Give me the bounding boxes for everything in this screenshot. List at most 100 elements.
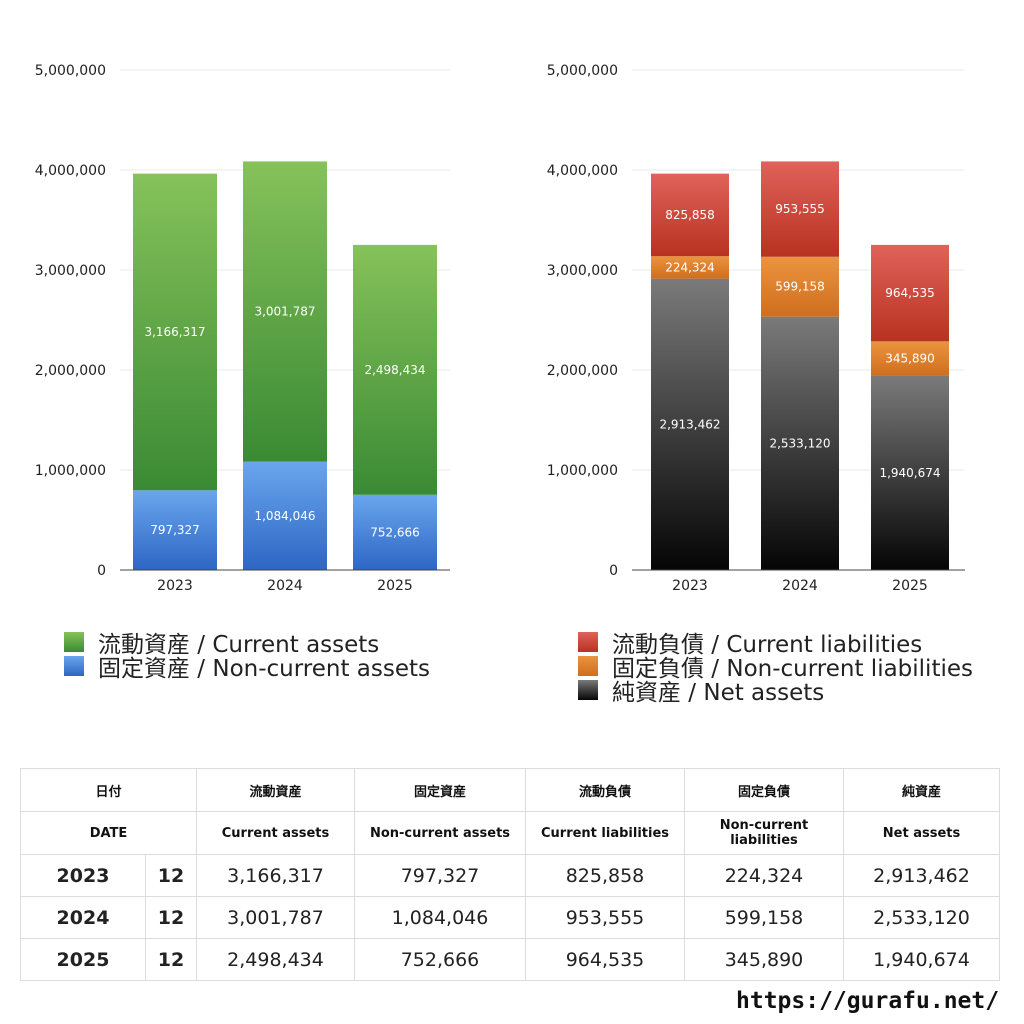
legend-label: 固定負債 / Non-current liabilities	[612, 656, 973, 682]
y-tick-label: 0	[609, 563, 618, 579]
table-row: 2024 12 3,001,787 1,084,046 953,555 599,…	[20, 896, 1000, 939]
bar-2023-current-liabilities	[651, 173, 729, 257]
header-current-liabilities-en: Current liabilities	[525, 811, 685, 855]
legend-item: 流動負債 / Current liabilities	[578, 630, 973, 658]
header-noncurrent-assets-en: Non-current assets	[354, 811, 526, 855]
cell-current-liabilities: 953,555	[525, 896, 685, 939]
legend-item: 固定負債 / Non-current liabilities	[578, 654, 973, 682]
table-header-jp: 日付 流動資産 固定資産 流動負債 固定負債 純資産	[20, 768, 1000, 812]
x-tick-label: 2025	[377, 578, 413, 594]
bar-2023-non-current-liabilities	[651, 256, 729, 279]
data-label: 3,001,787	[254, 305, 315, 319]
data-label: 953,555	[775, 202, 825, 216]
data-label: 2,533,120	[769, 436, 830, 450]
row-year: 2025	[20, 938, 146, 981]
cell-noncurrent-assets: 1,084,046	[354, 896, 526, 939]
legend-label: 純資産 / Net assets	[612, 680, 825, 706]
bar-2025-non-current-liabilities	[871, 341, 949, 376]
assets-chart: 0 1,000,000 2,000,000 3,000,000 4,000,000 5,0…	[35, 63, 450, 594]
data-label: 1,940,674	[879, 466, 940, 480]
bar-2024-current-assets	[243, 161, 327, 462]
data-label: 2,913,462	[659, 417, 720, 431]
row-year: 2024	[20, 896, 146, 939]
bar-2025-current-assets	[353, 244, 437, 495]
header-current-liabilities-jp: 流動負債	[525, 768, 685, 812]
legend-swatch	[578, 680, 598, 700]
header-noncurrent-liabilities-jp: 固定負債	[684, 768, 844, 812]
header-date-jp: 日付	[20, 768, 197, 812]
table-header-en: DATE Current assets Non-current assets C…	[20, 811, 1000, 855]
legend-item: 固定資産 / Non-current assets	[64, 654, 430, 682]
y-tick-label: 5,000,000	[547, 63, 618, 79]
legend-swatch	[64, 632, 84, 652]
bar-2025-net-assets	[871, 375, 949, 570]
cell-current-assets: 3,166,317	[196, 854, 355, 897]
y-tick-label: 3,000,000	[35, 263, 106, 279]
bar-2025-non-current-assets	[353, 494, 437, 570]
y-tick-label: 4,000,000	[35, 163, 106, 179]
data-label: 2,498,434	[364, 363, 425, 377]
bar-2025-current-liabilities	[871, 244, 949, 342]
header-current-assets-jp: 流動資産	[196, 768, 355, 812]
data-label: 1,084,046	[254, 509, 315, 523]
table-row: 2023 12 3,166,317 797,327 825,858 224,32…	[20, 854, 1000, 897]
bar-2024-current-liabilities	[761, 161, 839, 257]
table-row: 2025 12 2,498,434 752,666 964,535 345,89…	[20, 938, 1000, 981]
x-tick-label: 2024	[782, 578, 818, 594]
legend-item: 純資産 / Net assets	[578, 678, 973, 706]
assets-legend: 流動資産 / Current assets 固定資産 / Non-current …	[64, 630, 430, 682]
bar-2024-non-current-assets	[243, 461, 327, 570]
data-label: 3,166,317	[144, 325, 205, 339]
legend-swatch	[64, 656, 84, 676]
cell-noncurrent-liabilities: 599,158	[684, 896, 844, 939]
cell-current-liabilities: 964,535	[525, 938, 685, 981]
y-tick-label: 3,000,000	[547, 263, 618, 279]
bar-2023-non-current-assets	[133, 490, 217, 570]
row-month: 12	[145, 896, 197, 939]
legend-item: 流動資産 / Current assets	[64, 630, 430, 658]
x-tick-label: 2025	[892, 578, 928, 594]
cell-noncurrent-liabilities: 224,324	[684, 854, 844, 897]
data-label: 752,666	[370, 525, 420, 539]
bar-2023-current-assets	[133, 173, 217, 491]
bar-2024-non-current-liabilities	[761, 256, 839, 317]
y-tick-label: 1,000,000	[547, 463, 618, 479]
bar-2023-net-assets	[651, 278, 729, 570]
data-label: 599,158	[775, 280, 825, 294]
cell-current-assets: 3,001,787	[196, 896, 355, 939]
data-label: 797,327	[150, 523, 200, 537]
cell-net-assets: 1,940,674	[843, 938, 1000, 981]
legend-swatch	[578, 632, 598, 652]
row-month: 12	[145, 854, 197, 897]
y-tick-label: 0	[97, 563, 106, 579]
data-label: 825,858	[665, 208, 715, 222]
cell-noncurrent-liabilities: 345,890	[684, 938, 844, 981]
data-label: 224,324	[665, 260, 715, 274]
bar-2024-net-assets	[761, 316, 839, 570]
row-month: 12	[145, 938, 197, 981]
cell-net-assets: 2,913,462	[843, 854, 1000, 897]
header-current-assets-en: Current assets	[196, 811, 355, 855]
x-tick-label: 2023	[157, 578, 193, 594]
header-net-assets-jp: 純資産	[843, 768, 1000, 812]
header-net-assets-en: Net assets	[843, 811, 1000, 855]
header-noncurrent-liabilities-en: Non-current liabilities	[684, 811, 844, 855]
header-date-en: DATE	[20, 811, 197, 855]
x-tick-label: 2024	[267, 578, 303, 594]
data-table: 日付 流動資産 固定資産 流動負債 固定負債 純資産 DATE Current …	[20, 768, 1000, 981]
cell-net-assets: 2,533,120	[843, 896, 1000, 939]
y-tick-label: 2,000,000	[547, 363, 618, 379]
legend-swatch	[578, 656, 598, 676]
liabilities-chart: 0 1,000,000 2,000,000 3,000,000 4,000,000 5,0…	[547, 63, 965, 594]
cell-noncurrent-assets: 752,666	[354, 938, 526, 981]
legend-label: 流動負債 / Current liabilities	[612, 632, 923, 658]
y-tick-label: 2,000,000	[35, 363, 106, 379]
data-label: 345,890	[885, 352, 935, 366]
data-label: 964,535	[885, 286, 935, 300]
legend-label: 流動資産 / Current assets	[98, 632, 380, 658]
liabilities-legend: 流動負債 / Current liabilities 固定負債 / Non-cur…	[578, 630, 973, 706]
row-year: 2023	[20, 854, 146, 897]
cell-current-assets: 2,498,434	[196, 938, 355, 981]
y-tick-label: 4,000,000	[547, 163, 618, 179]
header-noncurrent-assets-jp: 固定資産	[354, 768, 526, 812]
